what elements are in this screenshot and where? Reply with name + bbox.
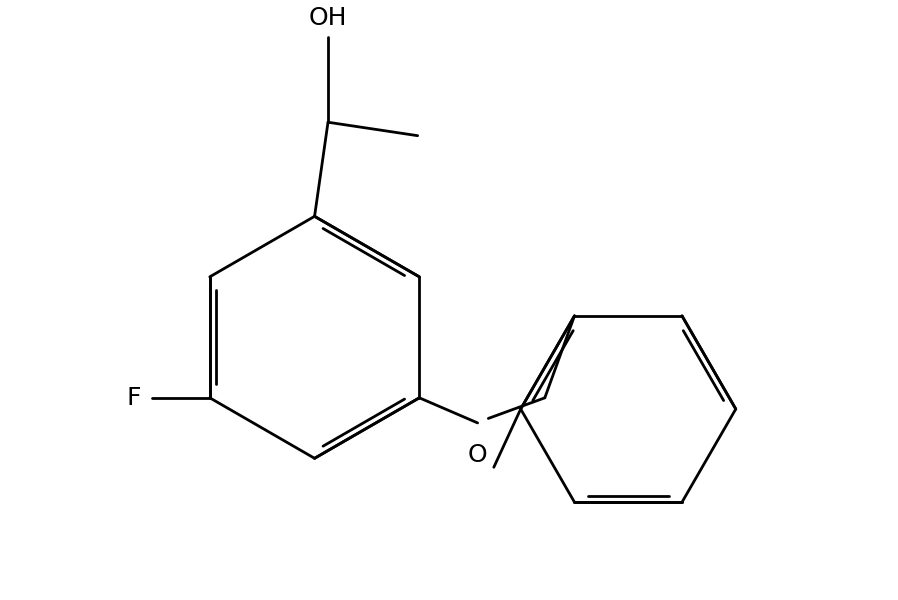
Text: F: F <box>127 386 141 410</box>
Text: O: O <box>468 443 488 467</box>
Text: OH: OH <box>309 6 348 30</box>
